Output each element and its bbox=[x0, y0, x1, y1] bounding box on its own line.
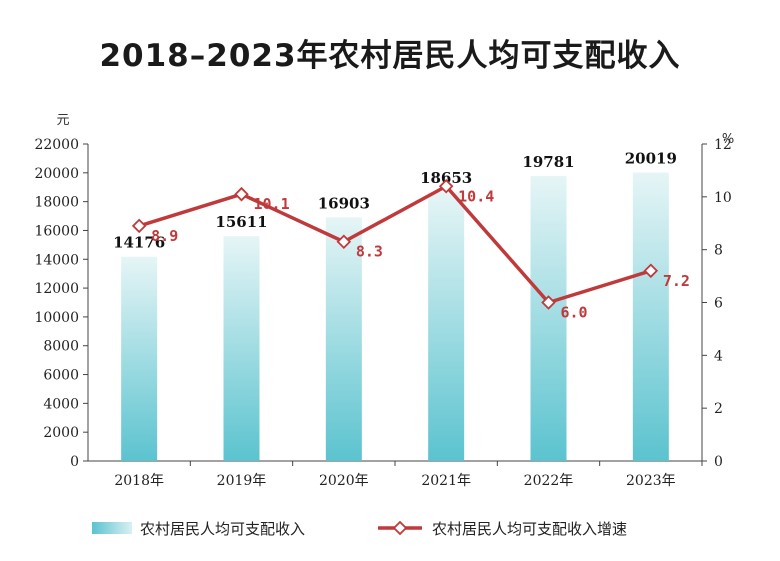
y-right-tick-label: 10 bbox=[714, 190, 732, 206]
y-left-tick-label: 12000 bbox=[34, 281, 79, 297]
y-left-tick-label: 0 bbox=[70, 454, 79, 470]
growth-rate-marker bbox=[643, 263, 659, 279]
growth-rate-marker bbox=[336, 234, 352, 250]
income-bar bbox=[632, 172, 669, 461]
growth-rate-label: 10.4 bbox=[458, 187, 494, 205]
y-right-unit: % bbox=[722, 132, 734, 147]
y-left-tick-label: 16000 bbox=[34, 223, 79, 239]
x-tick-label: 2018年 bbox=[114, 473, 164, 489]
x-tick-label: 2021年 bbox=[421, 473, 471, 489]
y-left-tick-label: 10000 bbox=[34, 310, 79, 326]
y-left-tick-label: 22000 bbox=[34, 137, 79, 153]
income-bar-label: 20019 bbox=[625, 150, 677, 168]
growth-rate-marker bbox=[438, 178, 454, 194]
growth-rate-label: 6.0 bbox=[561, 304, 588, 322]
growth-rate-marker bbox=[234, 186, 249, 202]
y-right-tick-label: 4 bbox=[714, 348, 723, 364]
income-bar bbox=[121, 256, 158, 461]
growth-rate-marker bbox=[541, 295, 556, 310]
legend-bar-label: 农村居民人均可支配收入 bbox=[140, 520, 305, 538]
growth-rate-label: 7.2 bbox=[663, 272, 690, 290]
y-left-tick-label: 2000 bbox=[43, 425, 79, 441]
income-bar bbox=[223, 236, 260, 461]
income-bar bbox=[428, 192, 465, 461]
x-tick-label: 2023年 bbox=[626, 473, 676, 489]
income-bar-label: 16903 bbox=[318, 194, 370, 212]
legend-line-label: 农村居民人均可支配收入增速 bbox=[432, 520, 627, 538]
y-left-tick-label: 18000 bbox=[34, 195, 79, 211]
growth-rate-label: 8.9 bbox=[151, 227, 178, 245]
legend-bar-swatch bbox=[92, 522, 132, 534]
x-tick-label: 2020年 bbox=[319, 473, 369, 489]
y-right-tick-label: 6 bbox=[714, 296, 723, 312]
y-right-tick-label: 8 bbox=[714, 243, 723, 259]
y-right-tick-label: 0 bbox=[714, 454, 723, 470]
income-bar bbox=[325, 217, 362, 461]
y-left-tick-label: 14000 bbox=[34, 252, 79, 268]
x-tick-label: 2022年 bbox=[524, 473, 574, 489]
growth-rate-label: 8.3 bbox=[356, 243, 383, 261]
chart-title: 2018–2023年农村居民人均可支配收入 bbox=[99, 38, 681, 74]
growth-rate-line bbox=[138, 184, 652, 305]
y-left-unit: 元 bbox=[56, 113, 69, 128]
growth-rate-label: 10.1 bbox=[254, 195, 290, 213]
legend-line-marker bbox=[392, 520, 408, 536]
y-right-tick-label: 2 bbox=[714, 401, 723, 417]
y-left-tick-label: 6000 bbox=[43, 368, 79, 384]
income-bar-label: 18653 bbox=[420, 169, 472, 187]
y-left-tick-label: 4000 bbox=[43, 396, 79, 412]
x-tick-label: 2019年 bbox=[217, 473, 267, 489]
income-bar-label: 19781 bbox=[522, 153, 574, 171]
income-bar bbox=[530, 175, 567, 462]
y-left-tick-label: 20000 bbox=[34, 166, 79, 182]
income-bar-label: 15611 bbox=[215, 213, 267, 231]
y-left-tick-label: 8000 bbox=[43, 339, 79, 355]
y-right-tick-label: 12 bbox=[714, 137, 732, 153]
growth-rate-marker bbox=[131, 218, 147, 234]
income-bar-label: 14176 bbox=[113, 234, 165, 252]
